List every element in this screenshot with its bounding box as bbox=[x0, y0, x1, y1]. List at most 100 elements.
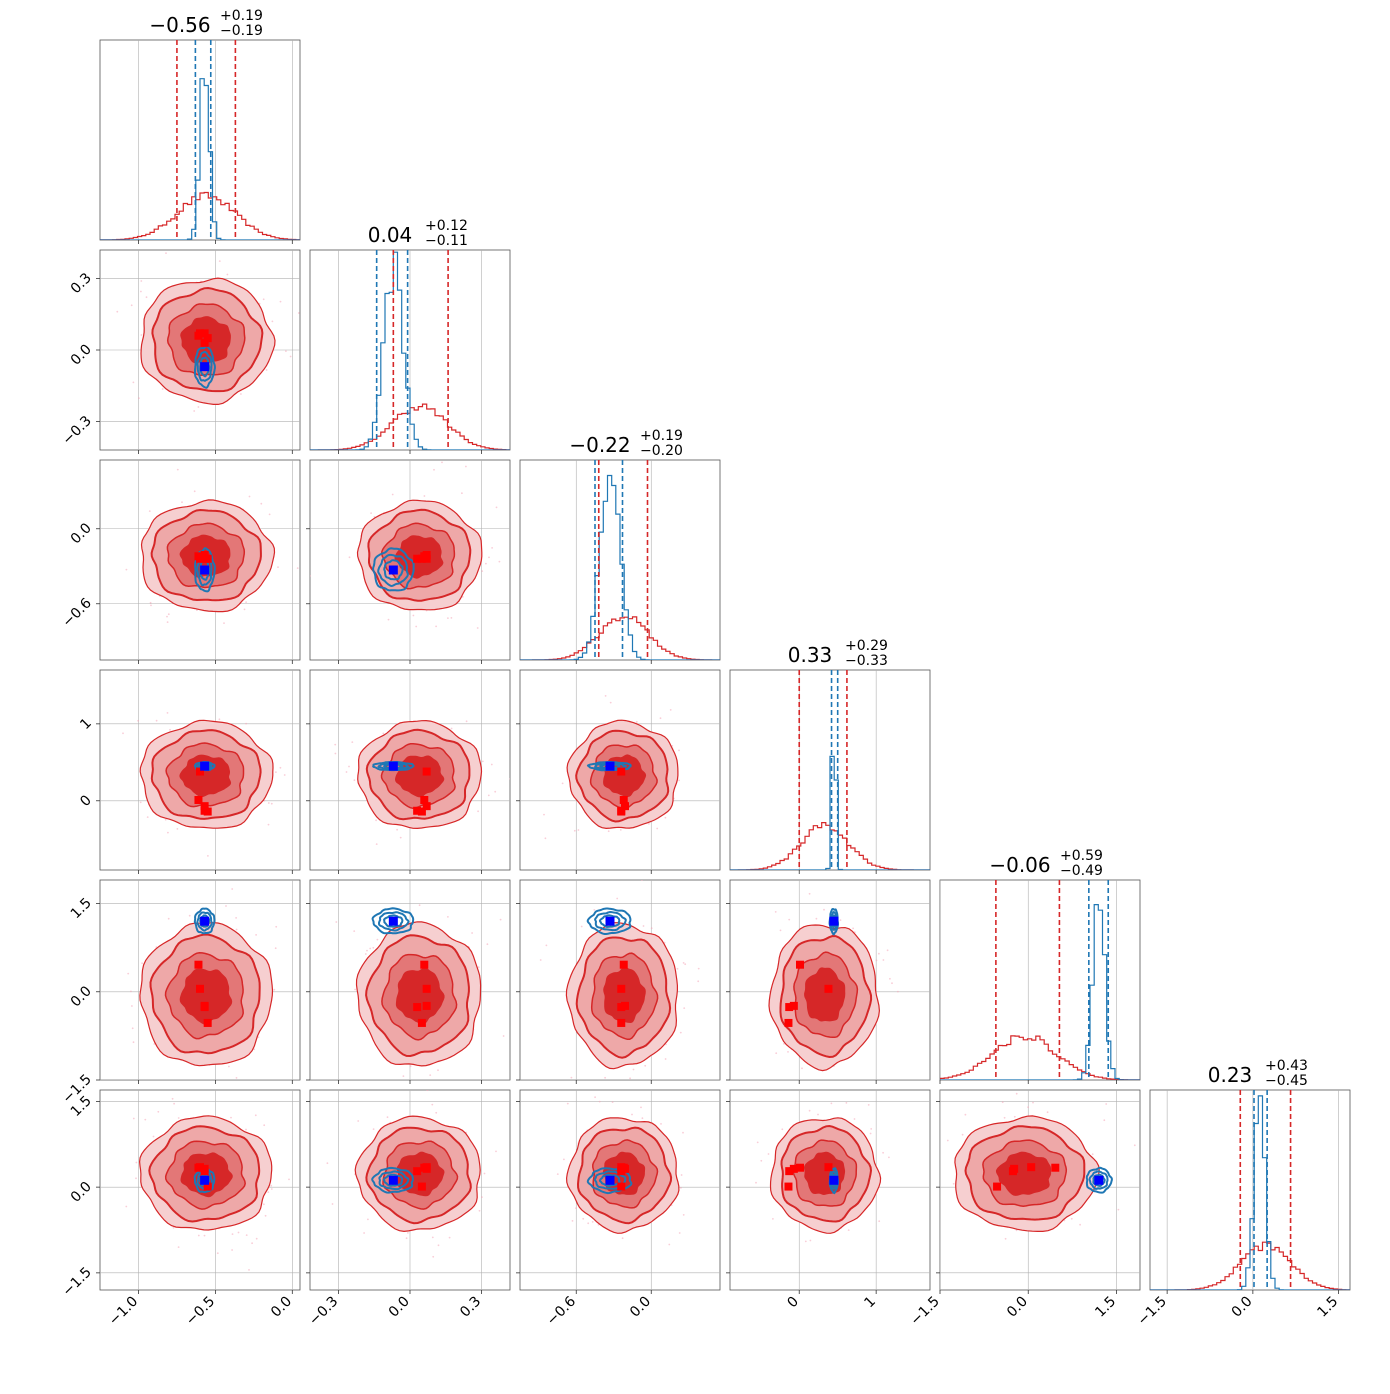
sample-dot bbox=[1103, 1119, 1106, 1122]
sample-dot bbox=[437, 1069, 439, 1072]
sample-dot bbox=[230, 1116, 232, 1119]
sample-dot bbox=[447, 916, 449, 918]
sample-dot bbox=[869, 1132, 872, 1135]
sample-dot bbox=[387, 618, 390, 621]
sample-dot bbox=[1001, 1101, 1004, 1104]
sample-dot bbox=[1046, 1111, 1049, 1114]
sample-dot bbox=[263, 1203, 265, 1206]
sample-dot bbox=[669, 709, 672, 711]
sample-dot bbox=[431, 1103, 434, 1106]
sample-dot bbox=[270, 1188, 273, 1190]
sample-dot bbox=[573, 829, 576, 832]
sample-dot bbox=[882, 959, 885, 961]
contour-line-outer bbox=[768, 924, 881, 1072]
sample-dot bbox=[275, 925, 278, 928]
sample-dot bbox=[122, 732, 124, 735]
x-tick-label: 0.3 bbox=[457, 1294, 484, 1321]
marker-wide bbox=[200, 554, 209, 563]
sample-dot bbox=[660, 1123, 662, 1125]
contour-line-narrow bbox=[377, 762, 410, 771]
marginal-title: 0.23 bbox=[1208, 1063, 1253, 1087]
sample-dot bbox=[878, 952, 880, 955]
sample-dot bbox=[218, 718, 221, 721]
sample-dot bbox=[326, 1162, 329, 1165]
sample-dot bbox=[131, 1005, 133, 1007]
sample-dot bbox=[132, 381, 135, 384]
marker-narrow bbox=[200, 761, 210, 771]
sample-dot bbox=[450, 727, 453, 730]
contour-line-narrow bbox=[193, 1166, 216, 1194]
marker-wide bbox=[417, 1182, 426, 1191]
sample-dot bbox=[678, 779, 680, 782]
sample-dot bbox=[563, 1158, 565, 1161]
sample-dot bbox=[255, 934, 257, 936]
sample-dot bbox=[375, 843, 378, 845]
marker-narrow bbox=[200, 916, 210, 926]
histogram-wide bbox=[940, 1035, 1140, 1080]
sample-dot bbox=[235, 928, 238, 931]
y-tick-label: −0.3 bbox=[59, 413, 94, 448]
contour-line-narrow bbox=[594, 910, 627, 932]
joint-panel-5-0: −1.0 −0.5 0.0−1.50.01.5 bbox=[59, 1089, 301, 1329]
sample-dot bbox=[116, 310, 119, 313]
sample-dot bbox=[587, 1222, 590, 1225]
sample-dot bbox=[679, 1031, 682, 1034]
sample-dot bbox=[277, 566, 279, 568]
sample-dot bbox=[631, 1113, 633, 1116]
contour-line-narrow bbox=[1092, 1173, 1106, 1187]
sample-dot bbox=[804, 1240, 807, 1243]
sample-dot bbox=[248, 495, 251, 498]
contour-line-narrow bbox=[196, 350, 213, 382]
marker-wide bbox=[617, 984, 626, 993]
sample-dot bbox=[131, 1027, 134, 1030]
marker-wide bbox=[617, 1182, 626, 1191]
sample-dot bbox=[1105, 1103, 1108, 1105]
marker-wide bbox=[617, 1018, 626, 1027]
contour-line-outer bbox=[139, 719, 274, 829]
contour-line-outer bbox=[355, 921, 482, 1067]
sample-dot bbox=[491, 547, 493, 549]
histogram-narrow bbox=[940, 904, 1140, 1080]
sample-dot bbox=[367, 1218, 369, 1221]
sample-dot bbox=[486, 943, 489, 946]
title-minus: −0.45 bbox=[1265, 1073, 1308, 1089]
marker-wide bbox=[617, 1167, 626, 1176]
y-tick-label: −1.5 bbox=[59, 1264, 94, 1299]
sample-dot bbox=[1032, 1101, 1034, 1104]
marginal-title: −0.56 bbox=[149, 13, 210, 37]
marker-wide bbox=[784, 1018, 793, 1027]
sample-dot bbox=[141, 962, 144, 965]
sample-dot bbox=[441, 461, 443, 464]
title-plus: +0.43 bbox=[1265, 1058, 1308, 1074]
marker-wide bbox=[993, 1182, 1002, 1191]
sample-dot bbox=[935, 1191, 937, 1193]
contour-line-narrow bbox=[586, 907, 632, 935]
sample-dot bbox=[167, 613, 170, 616]
marginal-panel-5: 0.23 +0.43−0.45 −1.5 0.0 1.5 bbox=[1135, 1058, 1351, 1329]
sample-dot bbox=[845, 1102, 848, 1104]
sample-dot bbox=[197, 406, 200, 408]
sample-dot bbox=[245, 1128, 247, 1131]
marker-wide bbox=[203, 1018, 212, 1027]
sample-dot bbox=[684, 963, 687, 966]
sample-dot bbox=[207, 855, 209, 857]
sample-dot bbox=[125, 568, 128, 571]
sample-dot bbox=[137, 719, 140, 722]
sample-dot bbox=[961, 1133, 964, 1136]
marker-narrow bbox=[605, 1175, 615, 1185]
contour-line-narrow bbox=[378, 1170, 410, 1191]
sample-dot bbox=[125, 1205, 128, 1208]
sample-dot bbox=[138, 397, 140, 400]
sample-dot bbox=[830, 1102, 833, 1105]
sample-dot bbox=[267, 823, 270, 826]
sample-dot bbox=[461, 492, 463, 495]
sample-dot bbox=[1079, 1223, 1081, 1226]
sample-dot bbox=[648, 823, 650, 825]
marker-wide bbox=[413, 1167, 422, 1176]
sample-dot bbox=[150, 604, 152, 607]
sample-dot bbox=[369, 947, 372, 950]
contour-core bbox=[603, 966, 646, 1023]
sample-dot bbox=[481, 1196, 483, 1198]
sample-dot bbox=[1091, 1153, 1094, 1156]
x-tick-label: −1.5 bbox=[907, 1294, 942, 1329]
